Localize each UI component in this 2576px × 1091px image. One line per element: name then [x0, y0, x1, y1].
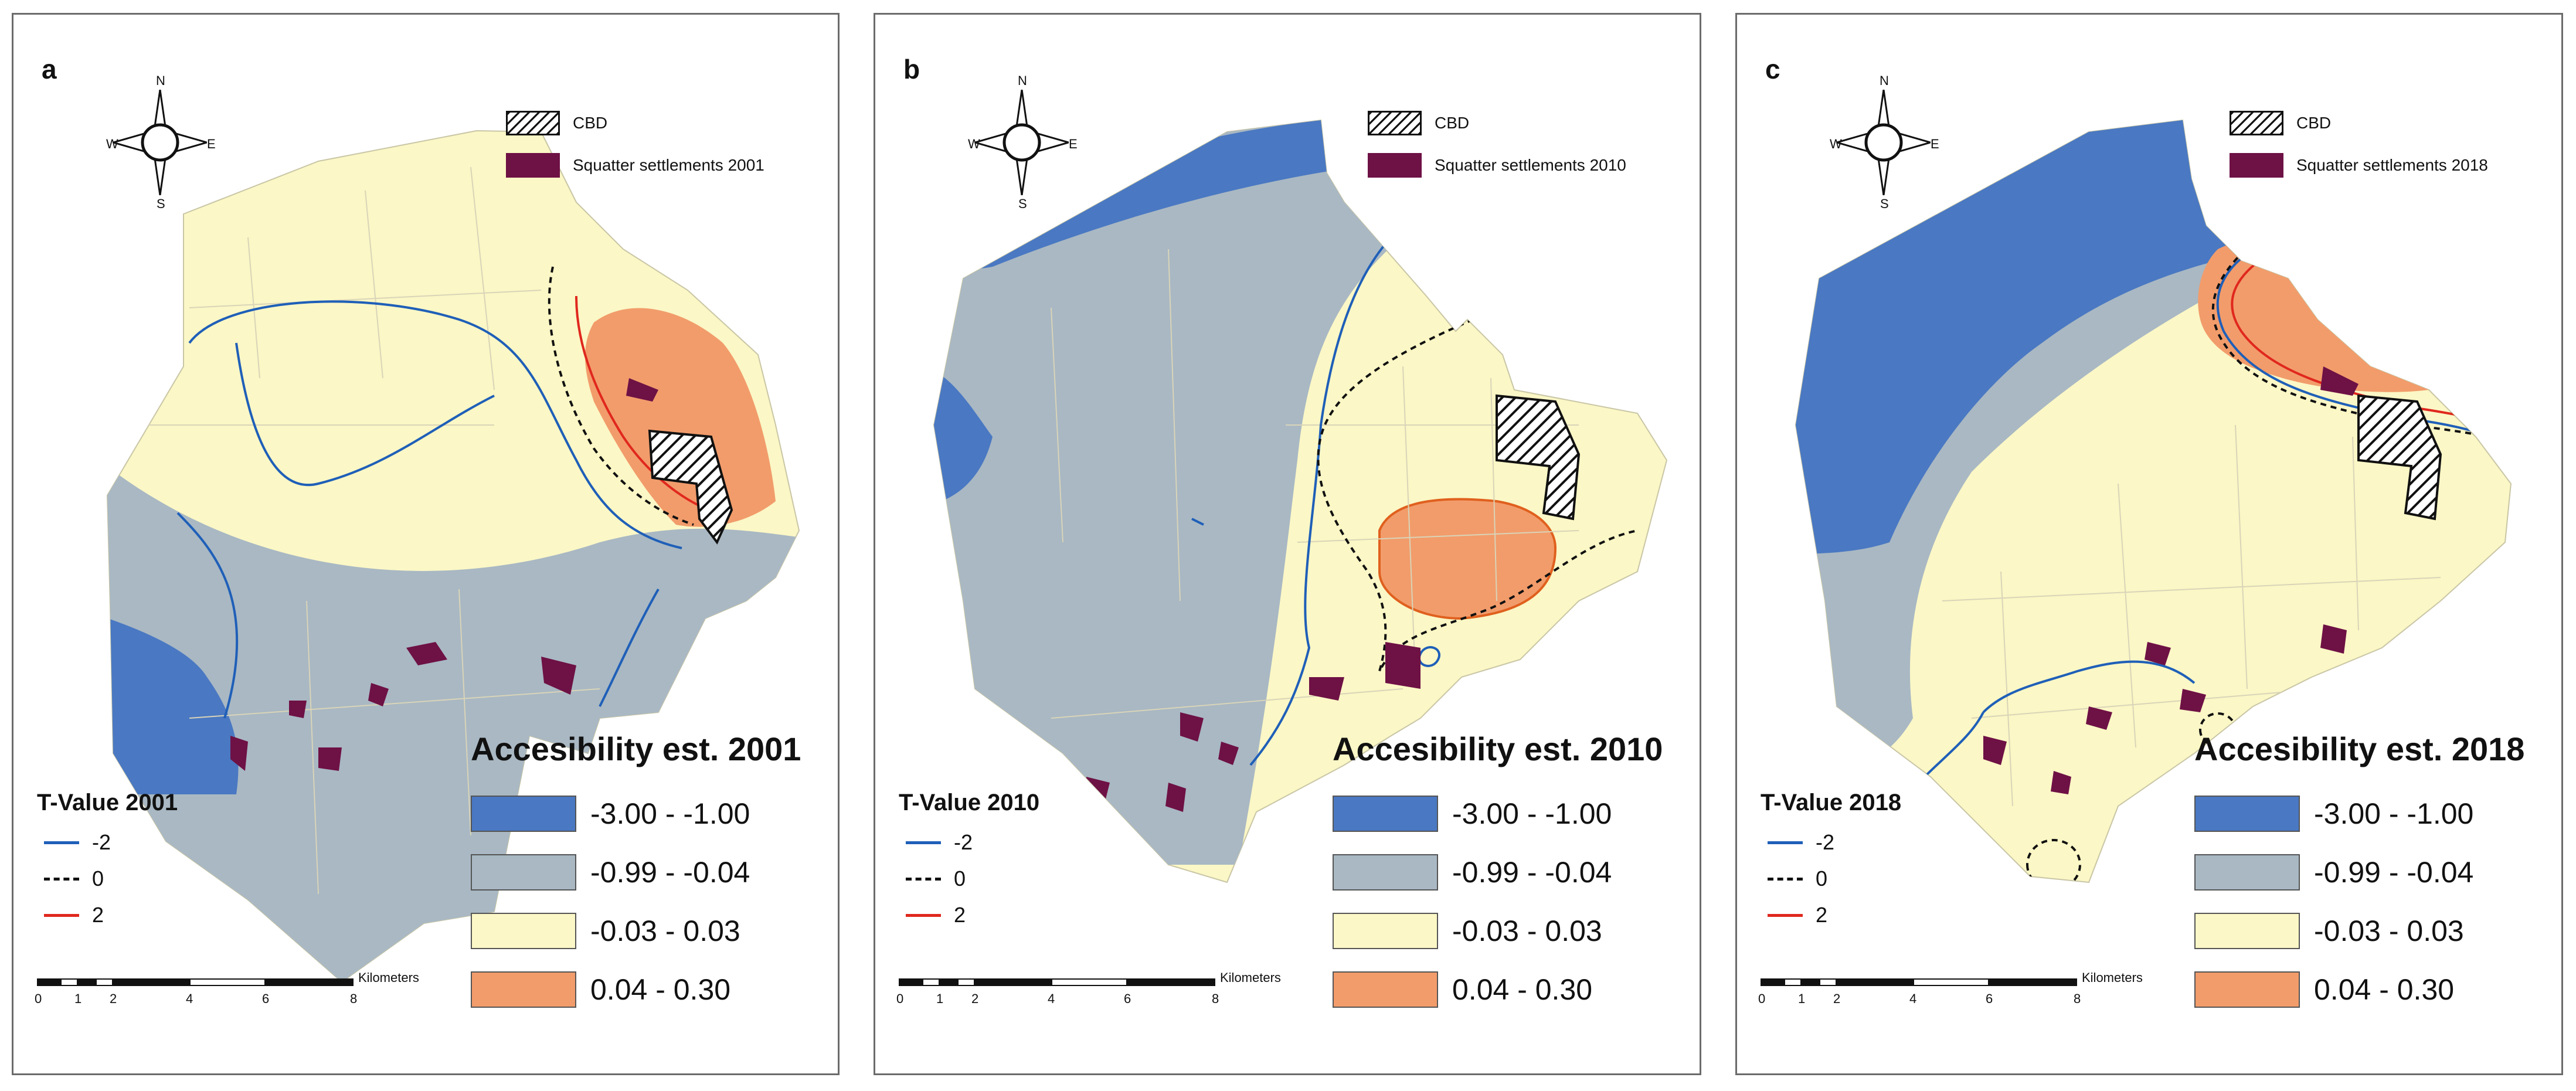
class-row: -3.00 - -1.00	[471, 784, 834, 843]
district-lines-b	[1051, 249, 1579, 719]
district-lines-a	[131, 166, 600, 895]
scale-bar: Kilometers 0 1 2 4 6 8	[1758, 970, 2143, 1006]
legend-squatter: Squatter settlements 2010	[1368, 151, 1626, 180]
cbd-area-c	[2357, 394, 2442, 521]
tvalue-legend: T-Value 2018 -2 0 2	[1761, 790, 1954, 933]
class-row: -0.99 - -0.04	[1333, 843, 1696, 902]
tvalue-row: 0	[1761, 861, 1954, 897]
compass-rose-icon	[975, 90, 1069, 195]
isoline-zero-b	[1317, 318, 1638, 672]
legend-squatter: Squatter settlements 2001	[506, 151, 764, 180]
cbd-swatch	[506, 111, 560, 135]
squatter-swatch	[2230, 153, 2283, 178]
accessibility-title: Accesibility est. 2001	[471, 730, 801, 767]
class-row: -0.99 - -0.04	[2194, 843, 2558, 902]
map-panel-b: b N S W E CBD Squatter settlements 2010 …	[874, 13, 1701, 1075]
compass-rose-icon	[113, 90, 207, 195]
tvalue-row: 0	[37, 861, 230, 897]
isoline-zero-a	[548, 266, 694, 526]
accessibility-title: Accesibility est. 2010	[1333, 730, 1663, 767]
tvalue-row: -2	[37, 824, 230, 861]
squatter-swatch	[506, 153, 560, 178]
class-row: -0.03 - 0.03	[1333, 902, 1696, 960]
cbd-swatch	[1368, 111, 1422, 135]
accessibility-legend: Accesibility est. 2018 -3.00 - -1.00 -0.…	[2194, 730, 2558, 1019]
class-row: -0.03 - 0.03	[2194, 902, 2558, 960]
tvalue-row: 0	[899, 861, 1092, 897]
squatter-settlements-c	[1983, 366, 2358, 794]
class-row: -0.03 - 0.03	[471, 902, 834, 960]
accessibility-title: Accesibility est. 2018	[2194, 730, 2525, 767]
cbd-area-b	[1496, 394, 1581, 521]
class-row: -0.99 - -0.04	[471, 843, 834, 902]
map-canvas-c	[1795, 119, 2512, 883]
tvalue-row: -2	[1761, 824, 1954, 861]
cbd-area-a	[648, 429, 733, 545]
isoline-minus2-c	[1923, 242, 2511, 778]
tvalue-row: -2	[899, 824, 1092, 861]
accessibility-legend: Accesibility est. 2010 -3.00 - -1.00 -0.…	[1333, 730, 1696, 1019]
class-row: 0.04 - 0.30	[1333, 960, 1696, 1019]
tvalue-row: 2	[1761, 897, 1954, 933]
class-row: 0.04 - 0.30	[471, 960, 834, 1019]
district-lines-c	[1942, 424, 2441, 807]
class-orange-a	[585, 308, 776, 527]
scale-bar: Kilometers 0 1 2 4 6 8	[896, 970, 1281, 1006]
tvalue-title: T-Value 2018	[1761, 790, 1902, 815]
map-canvas-b	[933, 119, 1668, 883]
compass-rose-icon	[1837, 90, 1931, 195]
tvalue-legend: T-Value 2001 -2 0 2	[37, 790, 230, 933]
panel-label: a	[42, 54, 57, 84]
isoline-minus2-b	[1191, 225, 1440, 766]
legend-cbd: CBD	[1368, 108, 1469, 138]
tvalue-title: T-Value 2001	[37, 790, 178, 815]
panel-label: b	[903, 54, 920, 84]
tvalue-row: 2	[37, 897, 230, 933]
legend-cbd: CBD	[506, 108, 607, 138]
scale-bar: Kilometers 0 1 2 4 6 8	[35, 970, 419, 1006]
tvalue-legend: T-Value 2010 -2 0 2	[899, 790, 1092, 933]
class-row: 0.04 - 0.30	[2194, 960, 2558, 1019]
accessibility-legend: Accesibility est. 2001 -3.00 - -1.00 -0.…	[471, 730, 834, 1019]
class-gray-b	[934, 120, 1415, 865]
panel-label: c	[1765, 54, 1780, 84]
legend-cbd: CBD	[2230, 108, 2331, 138]
class-orange-b	[1378, 498, 1557, 620]
class-row: -3.00 - -1.00	[1333, 784, 1696, 843]
tvalue-title: T-Value 2010	[899, 790, 1040, 815]
north-arrow: N S W E	[968, 73, 1078, 211]
class-row: -3.00 - -1.00	[2194, 784, 2558, 843]
isoline-minus2-a	[176, 300, 682, 719]
squatter-swatch	[1368, 153, 1422, 178]
north-arrow: N S W E	[106, 73, 216, 211]
tvalue-row: 2	[899, 897, 1092, 933]
isoline-plus2-a	[575, 295, 718, 514]
squatter-settlements-a	[230, 378, 658, 771]
class-blue-a	[107, 607, 239, 794]
map-panel-a: a N S W E CBD Squatter settlements 2001 …	[12, 13, 840, 1075]
map-panel-c: c N S W E CBD Squatter settlements 2018 …	[1735, 13, 2563, 1075]
map-canvas-a	[106, 130, 800, 983]
north-arrow: N S W E	[1830, 73, 1939, 211]
legend-squatter: Squatter settlements 2018	[2230, 151, 2488, 180]
cbd-swatch	[2230, 111, 2283, 135]
